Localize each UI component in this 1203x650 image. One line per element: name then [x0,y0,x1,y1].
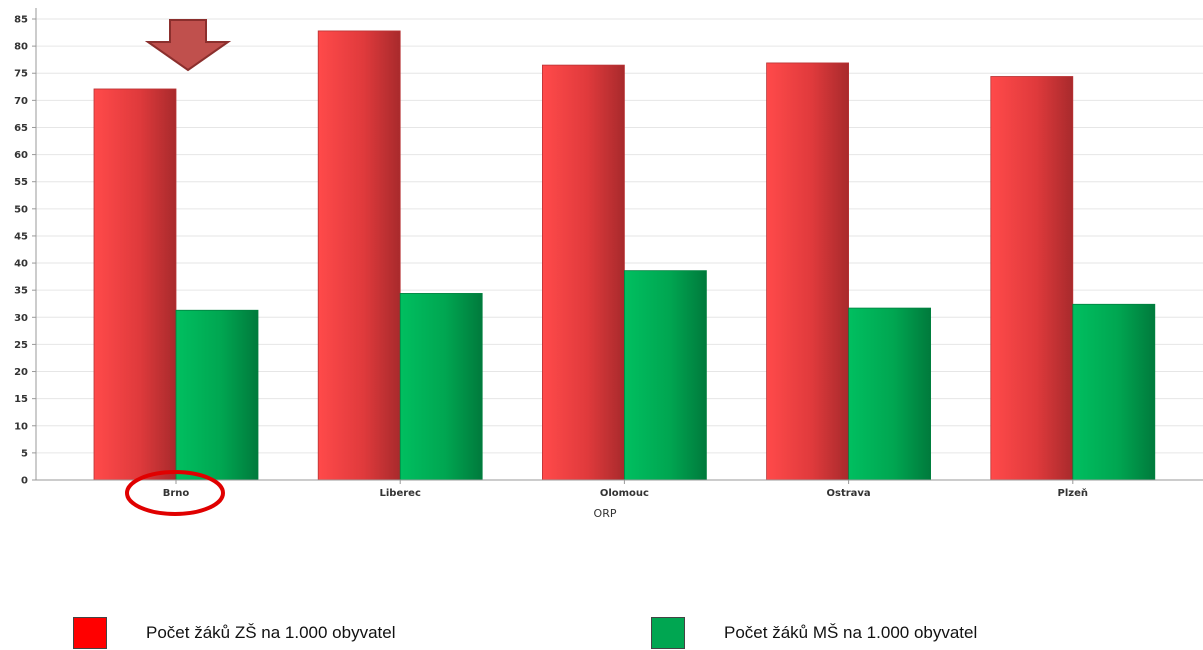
legend-swatch-zs [73,617,107,649]
bar-ms [624,270,707,481]
bar-ms [1072,303,1156,481]
highlight-ellipse [125,470,225,516]
legend-item-ms: Počet žáků MŠ na 1.000 obyvatel [651,616,977,650]
legend-label-ms: Počet žáků MŠ na 1.000 obyvatel [724,623,978,642]
y-tick-label: 75 [14,69,28,80]
y-tick-label: 35 [14,286,28,297]
y-tick-label: 5 [21,448,28,459]
legend-item-zs: Počet žáků ZŠ na 1.000 obyvatel [73,616,396,650]
bar-zs [93,88,177,481]
y-tick-label: 10 [14,421,28,432]
bar-zs [990,76,1074,481]
x-tick-labels: Brno Liberec Olomouc Ostrava Plzeň [163,480,1088,499]
x-axis-title: ORP [594,507,617,520]
y-tick-labels: 0 5 10 15 20 25 30 35 40 45 50 55 60 65 70 75 80 85 [14,15,36,487]
bar-zs [317,30,401,481]
bar-ms [848,307,931,481]
y-tick-label: 45 [14,231,28,242]
bar-ms [175,309,259,481]
x-tick-label: Liberec [380,488,421,499]
x-tick-label: Plzeň [1058,487,1088,499]
bar-zs [542,64,625,481]
down-arrow-icon [144,19,232,72]
y-tick-label: 55 [14,177,28,188]
y-tick-label: 30 [14,313,28,324]
bars [93,30,1156,481]
legend-label-zs: Počet žáků ZŠ na 1.000 obyvatel [146,623,396,642]
y-tick-label: 40 [14,259,28,270]
x-tick-label: Olomouc [600,488,649,499]
y-tick-label: 15 [14,394,28,405]
y-tick-label: 60 [14,150,28,161]
x-tick-label: Ostrava [827,488,871,499]
annotations [125,19,232,516]
y-tick-label: 80 [14,42,28,53]
y-tick-label: 70 [14,96,28,107]
y-tick-label: 0 [21,476,28,487]
y-tick-label: 20 [14,367,28,378]
bar-chart: 0 5 10 15 20 25 30 35 40 45 50 55 60 65 70 75 80 85 Brno L… [14,8,1203,520]
x-tick-label: Brno [163,488,190,499]
legend-swatch-ms [651,617,685,649]
bar-zs [766,62,849,481]
y-tick-label: 25 [14,340,28,351]
y-tick-label: 50 [14,204,28,215]
y-tick-label: 85 [14,15,28,26]
bar-ms [399,293,483,481]
y-tick-label: 65 [14,123,28,134]
